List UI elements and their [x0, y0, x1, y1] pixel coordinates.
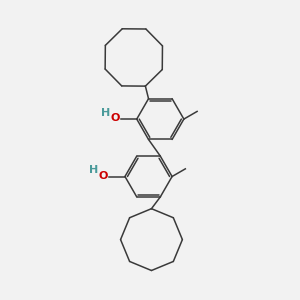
Text: H: H	[100, 108, 110, 118]
Text: H: H	[89, 165, 98, 175]
Text: O: O	[110, 113, 120, 123]
Text: O: O	[98, 171, 108, 181]
